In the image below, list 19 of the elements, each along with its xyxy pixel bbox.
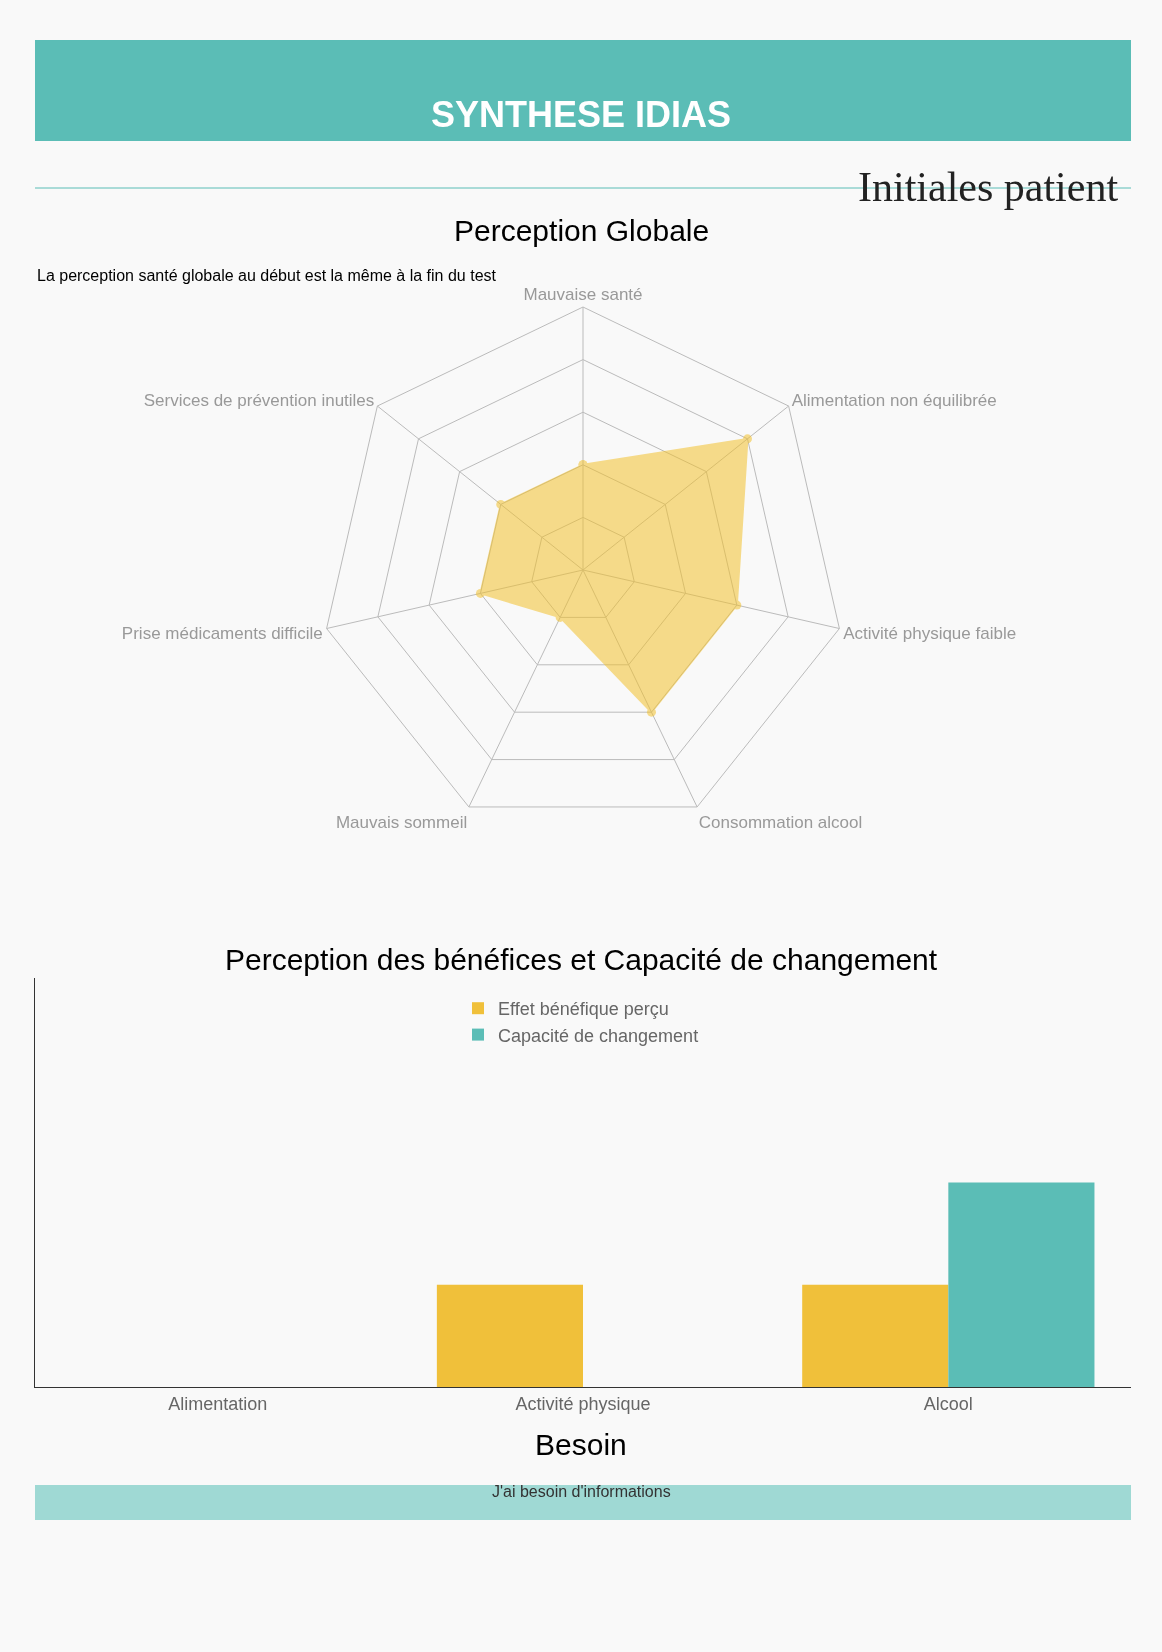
spoke-label: Prise médicaments difficile (121, 623, 323, 643)
chart-subtitle: La perception santé globale au début est la même à la fin du test (37, 267, 497, 284)
legend-label: Capacité de changement (498, 1025, 699, 1046)
text: J'ai besoin d'informations (492, 1483, 671, 1500)
spoke-label: Alimentation non équilibrée (791, 391, 997, 411)
text: Besoin (535, 1428, 627, 1461)
text: Initiales patient (858, 164, 1119, 210)
legend-label: Effet bénéfique perçu (498, 999, 669, 1020)
x-tick-label: Activité physique (515, 1393, 651, 1414)
spoke-label: Mauvaise santé (523, 284, 643, 304)
spoke-label: Activité physique faible (843, 623, 1017, 643)
x-tick-label: Alimentation (168, 1393, 268, 1414)
x-tick-label: Alcool (923, 1393, 973, 1414)
spoke-label: Services de prévention inutiles (143, 391, 375, 411)
chart-title: Perception Globale (454, 214, 710, 247)
spoke-label: Consommation alcool (698, 813, 863, 833)
spoke-label: Mauvais sommeil (335, 813, 468, 833)
chart-title: Perception des bénéfices et Capacité de changement (225, 943, 938, 976)
text: SYNTHESE IDIAS (431, 94, 732, 135)
